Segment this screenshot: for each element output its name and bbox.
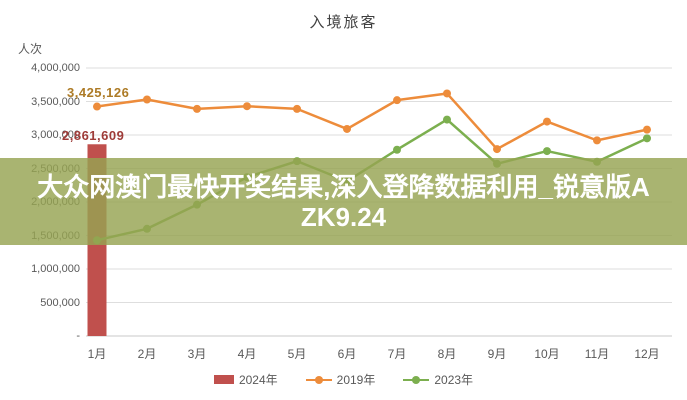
y-tick-label: 4,000,000 (31, 62, 80, 74)
legend-label-2024: 2024年 (238, 373, 278, 387)
data-label-2019-jan: 3,425,126 (67, 85, 130, 100)
x-tick-label: 3月 (187, 347, 207, 361)
x-tick-label: 2月 (137, 347, 157, 361)
x-tick-label: 5月 (287, 347, 307, 361)
y-tick-label: - (76, 330, 80, 342)
chart-legend: 2024年 2019年 2023年 (0, 371, 687, 388)
x-tick-label: 8月 (437, 347, 457, 361)
legend-item-2023: 2023年 (403, 371, 473, 388)
watermark-banner: 大众网澳门最快开奖结果,深入登降数据利用_锐意版A ZK9.24 (0, 158, 687, 245)
x-tick-label: 4月 (237, 347, 257, 361)
x-tick-label: 12月 (634, 347, 660, 361)
y-tick-label: 500,000 (40, 296, 80, 309)
y-tick-label: 1,000,000 (31, 263, 80, 275)
x-tick-label: 9月 (487, 347, 507, 361)
x-tick-label: 6月 (337, 347, 357, 361)
y-tick-label: 3,000,000 (31, 129, 80, 141)
x-tick-label: 7月 (387, 347, 407, 361)
data-label-2024-jan: 2,861,609 (62, 128, 125, 143)
legend-label-2023: 2023年 (434, 373, 474, 387)
legend-item-2024: 2024年 (213, 371, 278, 388)
x-tick-label: 1月 (87, 347, 107, 361)
x-tick-label: 10月 (534, 347, 560, 361)
chart-title: 入境旅客 (309, 14, 378, 31)
legend-line-marker-icon (403, 375, 430, 384)
legend-label-2019: 2019年 (336, 373, 376, 387)
legend-line-marker-icon (305, 375, 332, 384)
watermark-text-line2: ZK9.24 (300, 201, 387, 232)
legend-bar-swatch-icon (213, 375, 234, 384)
y-tick-label: 3,500,000 (31, 95, 80, 108)
x-tick-label: 11月 (584, 347, 610, 361)
y-axis-unit-label: 人次 (18, 42, 43, 56)
watermark-text-line1: 大众网澳门最快开奖结果,深入登降数据利用_锐意版A (37, 171, 650, 202)
legend-item-2019: 2019年 (305, 371, 376, 388)
